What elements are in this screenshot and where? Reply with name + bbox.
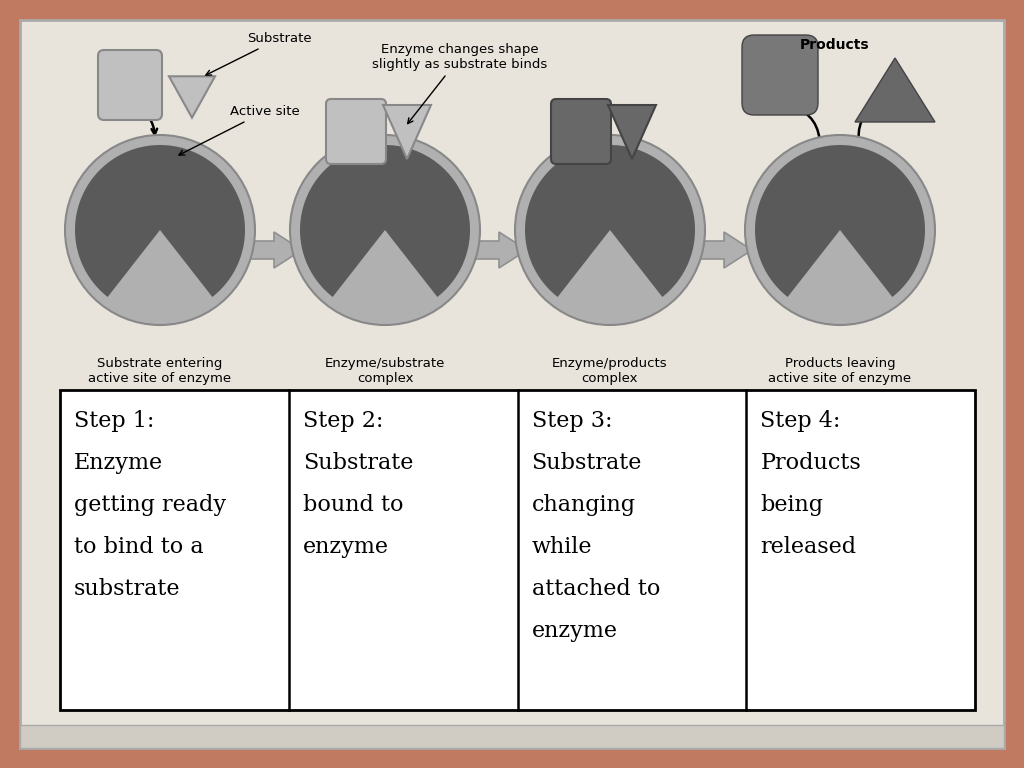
Polygon shape (608, 105, 656, 159)
Text: Products: Products (760, 452, 861, 474)
Polygon shape (248, 232, 302, 268)
Text: Substrate entering
active site of enzyme: Substrate entering active site of enzyme (88, 357, 231, 385)
Text: Substrate: Substrate (303, 452, 413, 474)
Text: Active site: Active site (179, 105, 300, 155)
Polygon shape (755, 145, 925, 297)
Text: Enzyme: Enzyme (74, 452, 163, 474)
Circle shape (290, 135, 480, 325)
Polygon shape (300, 145, 470, 297)
Text: Enzyme changes shape
slightly as substrate binds: Enzyme changes shape slightly as substra… (373, 43, 548, 124)
Text: enzyme: enzyme (531, 620, 617, 642)
Text: Substrate: Substrate (206, 32, 311, 75)
Polygon shape (169, 76, 215, 118)
Text: Step 1:: Step 1: (74, 410, 155, 432)
Polygon shape (698, 232, 752, 268)
Text: released: released (760, 536, 856, 558)
FancyBboxPatch shape (20, 725, 1004, 748)
Text: changing: changing (531, 494, 636, 516)
Text: while: while (531, 536, 592, 558)
Circle shape (745, 135, 935, 325)
Text: Substrate: Substrate (531, 452, 642, 474)
FancyBboxPatch shape (326, 99, 386, 164)
Text: Step 4:: Step 4: (760, 410, 841, 432)
Circle shape (65, 135, 255, 325)
Text: getting ready: getting ready (74, 494, 226, 516)
FancyBboxPatch shape (98, 50, 162, 120)
Text: substrate: substrate (74, 578, 180, 600)
FancyBboxPatch shape (20, 20, 1004, 748)
Polygon shape (75, 145, 245, 297)
Circle shape (515, 135, 705, 325)
Text: enzyme: enzyme (303, 536, 389, 558)
Text: Step 3:: Step 3: (531, 410, 612, 432)
Text: Step 2:: Step 2: (303, 410, 383, 432)
FancyBboxPatch shape (742, 35, 818, 115)
Polygon shape (473, 232, 527, 268)
Text: bound to: bound to (303, 494, 403, 516)
Text: Products leaving
active site of enzyme: Products leaving active site of enzyme (768, 357, 911, 385)
Polygon shape (525, 145, 695, 297)
Text: being: being (760, 494, 823, 516)
Polygon shape (383, 105, 431, 159)
Text: to bind to a: to bind to a (74, 536, 204, 558)
Text: Enzyme/products
complex: Enzyme/products complex (552, 357, 668, 385)
Polygon shape (855, 58, 935, 122)
Text: attached to: attached to (531, 578, 659, 600)
Text: Enzyme/substrate
complex: Enzyme/substrate complex (325, 357, 445, 385)
FancyBboxPatch shape (551, 99, 611, 164)
FancyBboxPatch shape (60, 390, 975, 710)
Text: Products: Products (800, 38, 869, 52)
